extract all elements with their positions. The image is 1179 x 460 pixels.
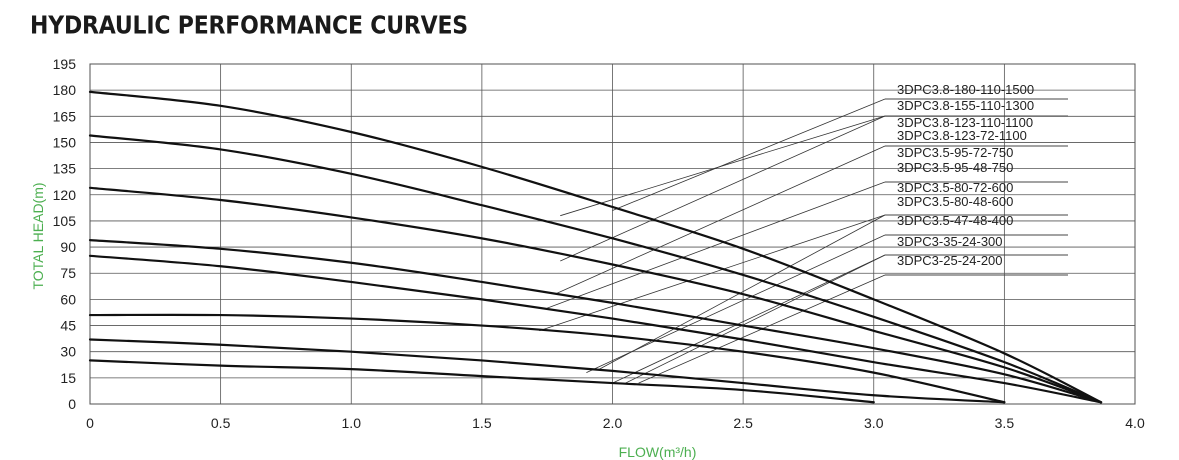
performance-curve: [88, 134, 1103, 404]
performance-curve: [88, 359, 875, 404]
legend-entry: 3DPC3-35-24-300: [897, 234, 1003, 249]
y-tick-label: 165: [53, 108, 77, 124]
legend-pointer-line: [539, 214, 886, 332]
y-tick-label: 90: [60, 239, 76, 255]
legend-pointer-line: [547, 181, 886, 309]
performance-curve: [88, 254, 1103, 404]
y-tick-label: 180: [53, 82, 77, 98]
x-tick-label: 2.5: [733, 415, 753, 431]
performance-curve: [88, 313, 1006, 404]
legend-entry: 3DPC3.5-95-72-750: [897, 145, 1013, 160]
performance-curve: [88, 186, 1103, 404]
y-tick-label: 0: [68, 396, 76, 412]
y-axis-label: TOTAL HEAD(m): [30, 182, 46, 289]
legend-pointer-line: [560, 115, 886, 262]
y-tick-label: 150: [53, 134, 77, 150]
legend-entry: 3DPC3.5-95-48-750: [897, 160, 1013, 175]
x-axis-label: FLOW(m³/h): [619, 444, 697, 460]
page-title: HYDRAULIC PERFORMANCE CURVES: [30, 12, 468, 40]
legend-entry: 3DPC3-25-24-200: [897, 253, 1003, 268]
x-tick-label: 3.5: [995, 415, 1015, 431]
x-tick-label: 0: [86, 415, 94, 431]
legend-pointer-line: [612, 98, 886, 211]
legend-entry: 3DPC3.5-80-72-600: [897, 180, 1013, 195]
legend-entry: 3DPC3.8-180-110-1500: [897, 82, 1034, 97]
legend-pointer-line: [560, 115, 886, 217]
legend-pointer-line: [599, 214, 886, 370]
legend-entry: 3DPC3.8-123-110-1100: [897, 115, 1033, 130]
performance-curve: [88, 90, 1103, 404]
legend-entry: 3DPC3.5-47-48-400: [897, 213, 1013, 228]
performance-curve: [88, 338, 1006, 404]
x-tick-label: 2.0: [603, 415, 623, 431]
y-tick-label: 135: [53, 161, 77, 177]
y-tick-label: 60: [60, 291, 76, 307]
legend-entry: 3DPC3.8-155-110-1300: [897, 98, 1034, 113]
x-tick-label: 1.0: [342, 415, 362, 431]
legend-pointer-line: [586, 234, 886, 373]
x-tick-label: 1.5: [472, 415, 492, 431]
y-tick-label: 120: [53, 187, 77, 203]
legend-pointer-line: [554, 145, 886, 295]
performance-curve: [88, 239, 1103, 404]
y-tick-label: 45: [60, 318, 76, 334]
y-tick-label: 15: [60, 370, 76, 386]
y-tick-label: 75: [60, 265, 76, 281]
x-tick-label: 0.5: [211, 415, 231, 431]
legend-entry: 3DPC3.8-123-72-1100: [897, 128, 1027, 143]
y-tick-label: 30: [60, 344, 76, 360]
legend-entry: 3DPC3.5-80-48-600: [897, 194, 1013, 209]
legend-pointer-line: [625, 254, 886, 384]
x-tick-label: 3.0: [864, 415, 884, 431]
y-tick-label: 195: [53, 56, 77, 72]
x-tick-label: 4.0: [1125, 415, 1145, 431]
legend-pointer-line: [612, 254, 886, 384]
y-tick-label: 105: [53, 213, 77, 229]
